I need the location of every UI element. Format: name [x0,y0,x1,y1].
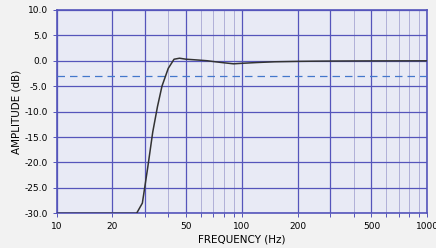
Y-axis label: AMPLITUDE (dB): AMPLITUDE (dB) [11,69,21,154]
X-axis label: FREQUENCY (Hz): FREQUENCY (Hz) [198,234,286,244]
